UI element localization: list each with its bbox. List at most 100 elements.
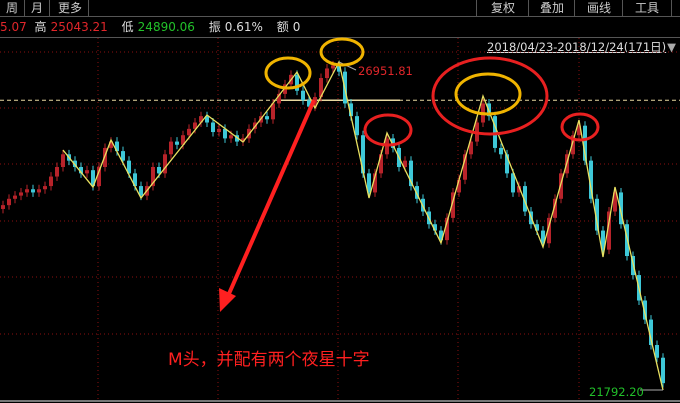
candle-body xyxy=(655,345,659,358)
candle-body xyxy=(577,125,581,136)
candle-body xyxy=(469,141,473,155)
candle-body xyxy=(571,135,575,155)
candle-body xyxy=(523,186,527,212)
candle-body xyxy=(649,319,653,346)
candle-body xyxy=(223,128,227,139)
candle-body xyxy=(301,90,305,101)
candle-body xyxy=(493,116,497,148)
candle-body xyxy=(643,300,647,320)
candle-body xyxy=(463,154,467,180)
candle-body xyxy=(589,160,593,199)
overlay-button[interactable]: 叠加 xyxy=(528,0,575,16)
red-circle xyxy=(431,56,549,136)
red-circle xyxy=(560,112,600,142)
candle-body xyxy=(367,173,371,193)
candle-body xyxy=(373,173,377,193)
candle-body xyxy=(307,100,311,107)
adjust-button[interactable]: 复权 xyxy=(476,0,529,16)
candle-body xyxy=(229,135,233,139)
amplitude-label: 振 xyxy=(208,20,221,34)
candle-body xyxy=(433,224,437,231)
candle-body xyxy=(199,116,203,123)
candle-body xyxy=(403,160,407,168)
candle-body xyxy=(271,103,275,120)
candle-body xyxy=(355,116,359,136)
candle-body xyxy=(139,186,143,196)
candle-body xyxy=(175,141,179,145)
high-value: 25043.21 xyxy=(50,20,108,34)
candle-body xyxy=(13,195,17,199)
candle-body xyxy=(181,135,185,145)
candle-body xyxy=(169,141,173,155)
candle-body xyxy=(151,167,155,187)
low-value: 24890.06 xyxy=(137,20,195,34)
candle-body xyxy=(7,198,11,206)
candle-body xyxy=(61,154,65,168)
date-range-selector[interactable]: 2018/04/23-2018/12/24(171日)▼ xyxy=(487,39,676,55)
candle-body xyxy=(583,125,587,161)
candle-body xyxy=(607,211,611,250)
candle-body xyxy=(601,230,605,250)
candle-body xyxy=(241,138,245,142)
candle-body xyxy=(37,189,41,193)
candle-body xyxy=(91,170,95,187)
candle-body xyxy=(295,74,299,91)
yellow-circle xyxy=(319,37,365,67)
candle-body xyxy=(613,192,617,212)
candle-body xyxy=(511,173,515,193)
candle-body xyxy=(85,170,89,174)
date-range-text: 2018/04/23-2018/12/24(171日) xyxy=(487,40,667,54)
candle-body xyxy=(43,186,47,190)
candle-body xyxy=(535,224,539,231)
candle-body xyxy=(133,173,137,187)
candle-body xyxy=(505,154,509,174)
candle-body xyxy=(187,128,191,136)
candle-body xyxy=(325,68,329,79)
candle-body xyxy=(517,186,521,193)
arrow-shaft xyxy=(226,99,316,297)
candle-body xyxy=(31,189,35,193)
candle-body xyxy=(445,217,449,241)
tools-button[interactable]: 工具 xyxy=(622,0,672,16)
period-toolbar: 周 月 更多 复权 叠加 画线 工具 xyxy=(0,0,680,17)
candle-body xyxy=(55,167,59,177)
candle-body xyxy=(409,160,413,187)
candle-body xyxy=(457,179,461,193)
high-label: 高 xyxy=(34,20,47,34)
candle-body xyxy=(553,198,557,218)
candle-body xyxy=(235,135,239,142)
candle-body xyxy=(121,151,125,161)
candle-body xyxy=(19,192,23,196)
tab-month[interactable]: 月 xyxy=(25,0,51,16)
low-label: 低 xyxy=(121,20,134,34)
max-price-label: 26951.81 xyxy=(358,64,413,78)
candle-body xyxy=(49,176,53,187)
open-value: 5.07 xyxy=(0,20,27,34)
candle-body xyxy=(541,230,545,244)
red-circle xyxy=(363,113,413,147)
candle-body xyxy=(1,205,5,209)
zigzag-line xyxy=(62,60,664,391)
candle-body xyxy=(97,167,101,187)
tab-more[interactable]: 更多 xyxy=(52,0,90,16)
candle-body xyxy=(115,141,119,152)
candle-body xyxy=(559,173,563,199)
tab-week[interactable]: 周 xyxy=(0,0,26,16)
candle-body xyxy=(331,65,335,69)
bottom-divider xyxy=(0,400,680,402)
candle-body xyxy=(277,93,281,104)
candle-body xyxy=(157,167,161,174)
candle-body xyxy=(163,154,167,174)
draw-button[interactable]: 画线 xyxy=(574,0,623,16)
candle-body xyxy=(319,78,323,98)
candle-body xyxy=(661,357,665,384)
yellow-circle xyxy=(454,72,522,116)
candle-body xyxy=(265,116,269,120)
candle-body xyxy=(205,116,209,123)
dropdown-arrow-icon[interactable]: ▼ xyxy=(667,40,676,54)
amount-value: 0 xyxy=(292,20,301,34)
candle-body xyxy=(109,141,113,148)
candle-body xyxy=(193,122,197,129)
